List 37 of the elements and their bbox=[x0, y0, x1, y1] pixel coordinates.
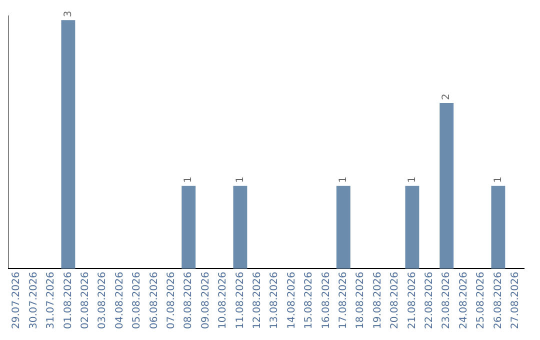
x-tick-label: 13.08.2026 bbox=[269, 272, 280, 330]
x-tick-label: 27.08.2026 bbox=[510, 272, 521, 330]
x-tick-label: 26.08.2026 bbox=[492, 272, 504, 330]
x-tick-label: 24.08.2026 bbox=[458, 272, 470, 330]
x-tick-label: 11.08.2026 bbox=[234, 272, 246, 330]
x-tick-label: 12.08.2026 bbox=[252, 272, 263, 330]
x-tick-label: 17.08.2026 bbox=[338, 272, 349, 330]
data-label: 1 bbox=[492, 176, 504, 183]
x-tick-label: 15.08.2026 bbox=[304, 272, 315, 330]
x-tick-label: 08.08.2026 bbox=[183, 272, 194, 330]
x-tick-label: 16.08.2026 bbox=[320, 272, 332, 330]
data-label: 1 bbox=[234, 176, 246, 183]
x-tick-label: 30.07.2026 bbox=[28, 272, 40, 330]
x-tick-label: 19.08.2026 bbox=[372, 272, 384, 330]
data-label: 3 bbox=[62, 10, 74, 18]
x-tick-label: 01.08.2026 bbox=[62, 272, 74, 330]
data-label: 1 bbox=[338, 176, 349, 183]
x-tick-label: 06.08.2026 bbox=[148, 272, 160, 330]
x-tick-label: 29.07.2026 bbox=[11, 272, 22, 330]
x-tick-label: 05.08.2026 bbox=[132, 272, 143, 330]
x-tick-label: 09.08.2026 bbox=[200, 272, 212, 330]
data-label: 1 bbox=[183, 176, 194, 183]
data-label: 1 bbox=[406, 176, 418, 183]
x-tick-label: 20.08.2026 bbox=[390, 272, 401, 330]
data-label: 2 bbox=[441, 94, 452, 100]
x-tick-label: 23.08.2026 bbox=[441, 272, 452, 330]
x-tick-label: 14.08.2026 bbox=[286, 272, 298, 330]
x-tick-label: 31.07.2026 bbox=[46, 272, 57, 330]
x-tick-label: 22.08.2026 bbox=[424, 272, 435, 330]
x-tick-label: 10.08.2026 bbox=[218, 272, 229, 330]
x-tick-label: 18.08.2026 bbox=[355, 272, 366, 330]
x-tick-label: 07.08.2026 bbox=[166, 272, 177, 330]
x-tick-label: 02.08.2026 bbox=[80, 272, 91, 330]
x-tick-label: 04.08.2026 bbox=[114, 272, 126, 330]
x-tick-label: 03.08.2026 bbox=[97, 272, 108, 330]
x-tick-label: 25.08.2026 bbox=[476, 272, 487, 330]
x-tick-label: 21.08.2026 bbox=[406, 272, 418, 330]
